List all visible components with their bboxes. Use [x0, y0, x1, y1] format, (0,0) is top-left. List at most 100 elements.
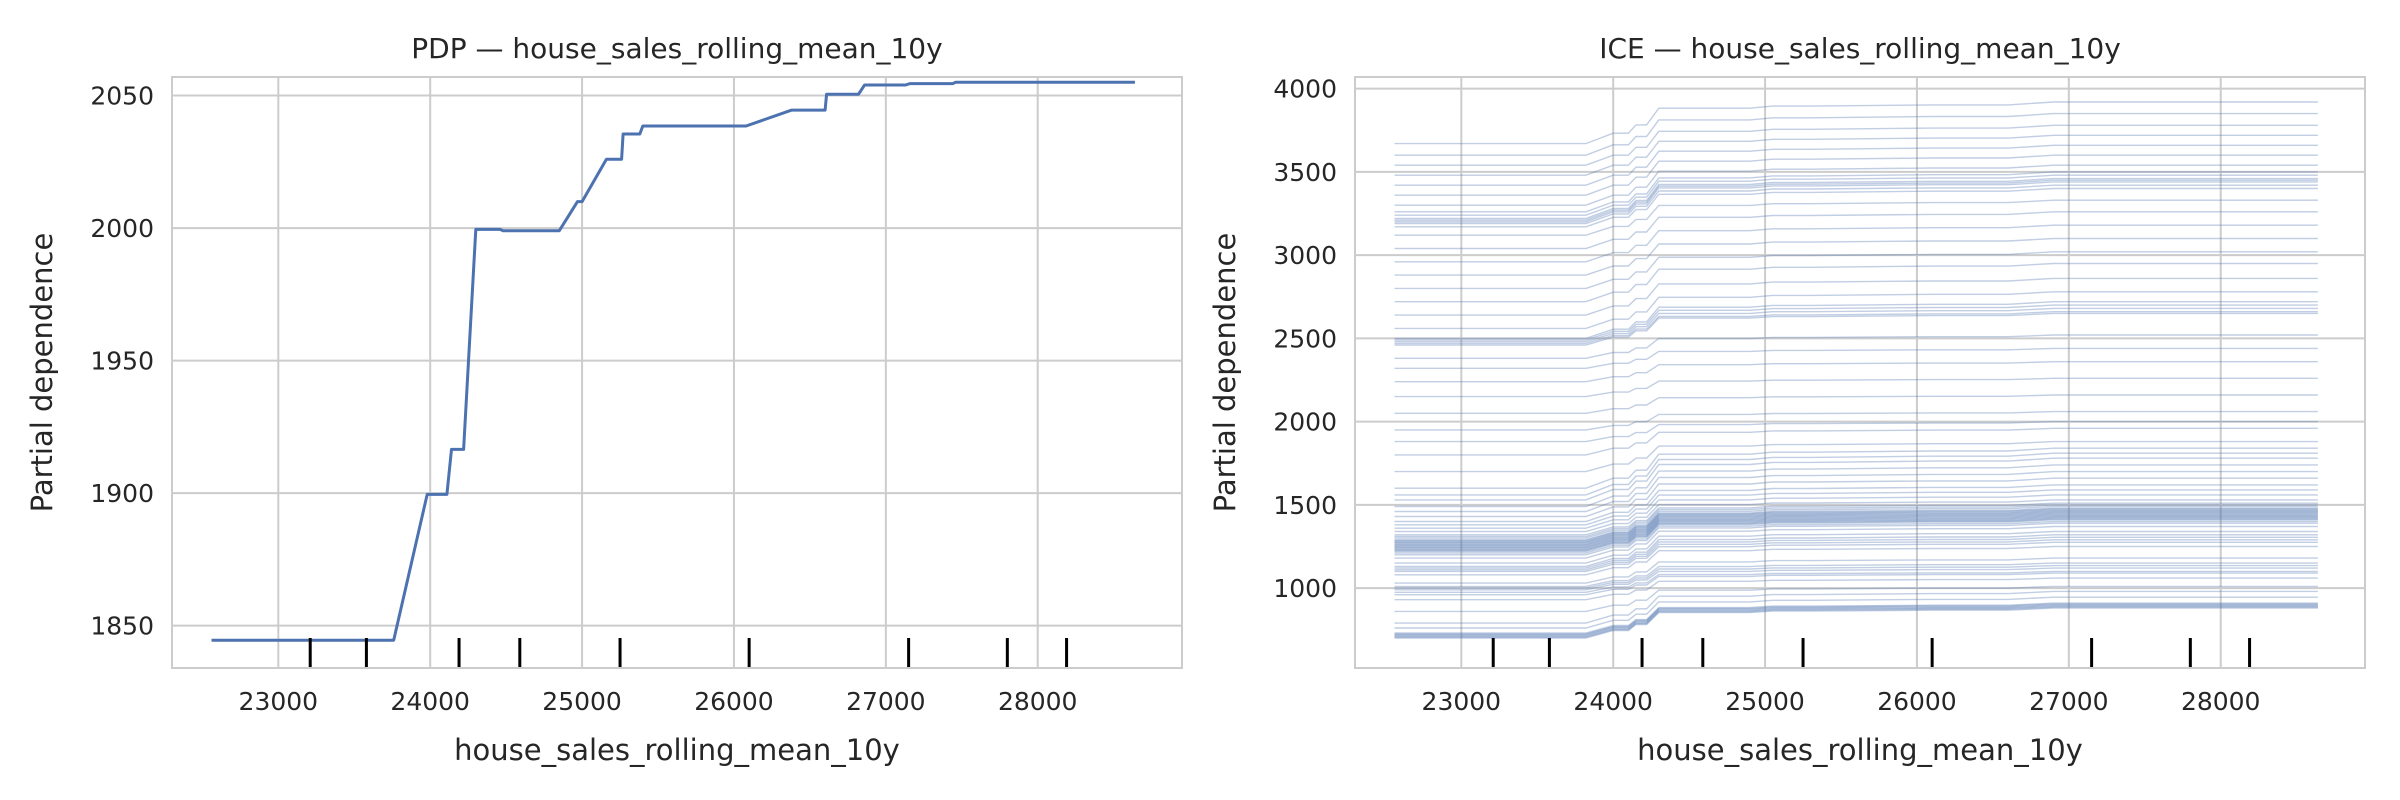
ice-curve: [1394, 494, 2318, 529]
ice-x-tick-label: 23000: [1422, 687, 1502, 716]
ice-curve: [1394, 536, 2318, 569]
ice-y-tick-label: 2000: [1273, 408, 1337, 437]
ice-curve: [1394, 277, 2318, 316]
ice-curve: [1394, 470, 2318, 513]
ice-curve: [1394, 557, 2318, 584]
ice-curve: [1394, 164, 2318, 206]
ice-curve: [1394, 171, 2318, 213]
ice-plot-area: [1394, 101, 2318, 668]
ice-panel: 23000 24000 25000 26000 27000 28000 1000 1500 20…: [1208, 32, 2366, 767]
ice-curve: [1394, 511, 2318, 545]
pdp-tick-labels: 23000 24000 25000 26000 27000 28000 1850 1900 19…: [90, 82, 1077, 716]
ice-curve: [1394, 516, 2318, 550]
ice-curve: [1394, 499, 2318, 533]
pdp-x-tick-label: 26000: [694, 687, 774, 716]
ice-curve: [1394, 525, 2318, 559]
pdp-x-tick-label: 24000: [390, 687, 470, 716]
ice-curve: [1394, 440, 2318, 473]
ice-y-axis-label: Partial dependence: [1208, 233, 1242, 513]
pdp-x-tick-label: 28000: [998, 687, 1078, 716]
ice-x-tick-label: 28000: [2181, 687, 2261, 716]
ice-curve: [1394, 606, 2318, 638]
ice-curve: [1394, 307, 2318, 343]
ice-y-tick-label: 1000: [1273, 574, 1337, 603]
ice-y-tick-label: 4000: [1273, 75, 1337, 104]
ice-curve: [1394, 517, 2318, 551]
ice-curve: [1394, 590, 2318, 624]
ice-y-tick-label: 1500: [1273, 491, 1337, 520]
pdp-y-tick-label: 1950: [90, 347, 154, 376]
pdp-line: [211, 80, 1135, 642]
ice-curve: [1394, 301, 2318, 340]
ice-curve: [1394, 179, 2318, 221]
ice-curve: [1394, 522, 2318, 556]
ice-curve: [1394, 513, 2318, 547]
ice-curve: [1394, 291, 2318, 330]
ice-curve: [1394, 539, 2318, 571]
ice-curve: [1394, 509, 2318, 543]
ice-curve: [1394, 211, 2318, 250]
ice-curve: [1394, 489, 2318, 526]
ice-curve: [1394, 572, 2318, 596]
ice-curve: [1394, 457, 2318, 501]
ice-curve: [1394, 607, 2318, 639]
ice-curve: [1394, 311, 2318, 345]
ice-curve: [1394, 124, 2318, 166]
ice-curve: [1394, 347, 2318, 369]
ice-curve: [1394, 512, 2318, 546]
ice-curve: [1394, 520, 2318, 554]
ice-y-tick-label: 3000: [1273, 241, 1337, 270]
ice-curve: [1394, 585, 2318, 613]
ice-curve: [1394, 101, 2318, 145]
ice-curve: [1394, 603, 2318, 635]
ice-curve: [1394, 452, 2318, 496]
ice-curve: [1394, 504, 2318, 538]
ice-curve: [1394, 174, 2318, 216]
ice-curve: [1394, 605, 2318, 638]
ice-curve: [1394, 224, 2318, 263]
pdp-y-tick-label: 2050: [90, 82, 154, 111]
ice-x-axis-label: house_sales_rolling_mean_10y: [1637, 733, 2083, 767]
ice-curve: [1394, 144, 2318, 186]
ice-curve: [1394, 570, 2318, 593]
ice-curve: [1394, 604, 2318, 637]
ice-curve: [1394, 604, 2318, 636]
ice-curve: [1394, 251, 2318, 290]
ice-curve: [1394, 484, 2318, 523]
ice-curve: [1394, 187, 2318, 228]
pdp-y-tick-label: 1900: [90, 479, 154, 508]
ice-curve: [1394, 410, 2318, 431]
ice-curve: [1394, 464, 2318, 508]
pdp-axes-frame: [171, 76, 1183, 669]
ice-curve: [1394, 237, 2318, 276]
ice-curve: [1394, 262, 2318, 303]
ice-curve: [1394, 602, 2318, 634]
ice-curve: [1394, 377, 2318, 398]
ice-y-tick-label: 3500: [1273, 158, 1337, 187]
pdp-gridlines: [172, 77, 1182, 668]
ice-curve: [1394, 596, 2318, 629]
ice-x-tick-label: 26000: [1877, 687, 1957, 716]
ice-curve: [1394, 312, 2318, 346]
ice-curve: [1394, 334, 2318, 359]
ice-curve: [1394, 577, 2318, 601]
ice-curve: [1394, 514, 2318, 548]
ice-curve: [1394, 518, 2318, 552]
ice-curve: [1394, 134, 2318, 176]
pdp-title: PDP — house_sales_rolling_mean_10y: [411, 32, 942, 65]
ice-curve: [1394, 510, 2318, 543]
ice-x-tick-label: 27000: [2029, 687, 2109, 716]
ice-curve: [1394, 505, 2318, 539]
ice-curve: [1394, 304, 2318, 341]
pdp-y-axis-label: Partial dependence: [25, 233, 59, 513]
ice-curve: [1394, 510, 2318, 544]
ice-curve: [1394, 447, 2318, 489]
pdp-x-tick-label: 23000: [239, 687, 319, 716]
ice-curve: [1394, 508, 2318, 542]
ice-x-tick-label: 25000: [1725, 687, 1805, 716]
pdp-x-tick-label: 25000: [542, 687, 622, 716]
pdp-x-axis-label: house_sales_rolling_mean_10y: [454, 733, 900, 767]
pdp-y-tick-label: 1850: [90, 612, 154, 641]
ice-title: ICE — house_sales_rolling_mean_10y: [1599, 32, 2121, 65]
